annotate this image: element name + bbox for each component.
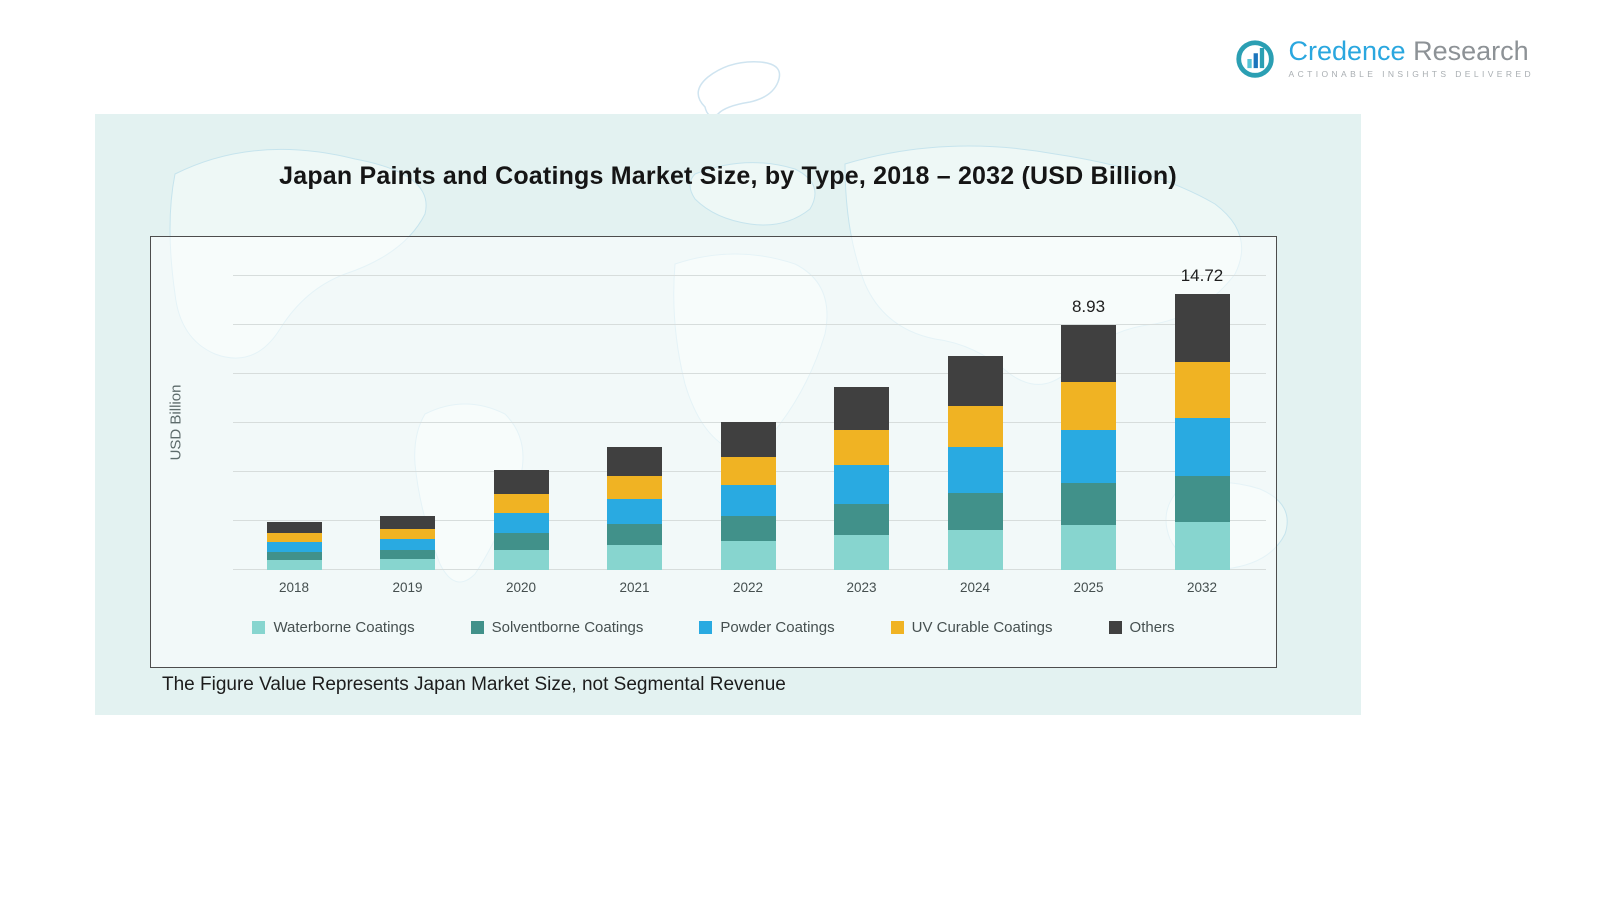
bar-segment-waterborne-coatings xyxy=(380,558,435,570)
bar-segment-powder-coatings xyxy=(720,485,776,516)
bar-segment-uv-curable-coatings xyxy=(1174,362,1230,419)
bar-segment-powder-coatings xyxy=(493,512,549,533)
bar-segment-solventborne-coatings xyxy=(266,552,322,561)
bar-2018 xyxy=(266,522,322,570)
bar-segment-waterborne-coatings xyxy=(1061,524,1116,570)
bar-segment-others xyxy=(607,447,662,477)
bar-segment-uv-curable-coatings xyxy=(947,405,1003,447)
bar-segment-others xyxy=(834,387,889,430)
chart-footnote: The Figure Value Represents Japan Market… xyxy=(162,674,786,695)
legend-item-waterborne-coatings: Waterborne Coatings xyxy=(252,619,415,636)
bar-2032 xyxy=(1174,294,1230,570)
bar-segment-solventborne-coatings xyxy=(1174,476,1230,522)
legend-label: Powder Coatings xyxy=(720,619,835,636)
x-tick-2022: 2022 xyxy=(732,580,764,595)
bar-2023 xyxy=(834,387,889,570)
bar-segment-waterborne-coatings xyxy=(947,529,1003,570)
credence-research-logo: Credence Research Actionable Insights De… xyxy=(1233,36,1535,87)
gridline xyxy=(233,373,1266,374)
x-tick-2021: 2021 xyxy=(619,580,650,595)
bar-segment-solventborne-coatings xyxy=(834,503,889,535)
x-tick-2024: 2024 xyxy=(959,580,991,595)
bar-segment-uv-curable-coatings xyxy=(607,476,662,500)
bar-segment-uv-curable-coatings xyxy=(266,533,322,543)
bar-segment-waterborne-coatings xyxy=(834,534,889,570)
x-tick-2023: 2023 xyxy=(846,580,877,595)
legend-swatch xyxy=(470,621,484,634)
bar-segment-waterborne-coatings xyxy=(720,540,776,570)
bar-segment-solventborne-coatings xyxy=(720,516,776,541)
legend-swatch xyxy=(699,621,713,634)
x-tick-2020: 2020 xyxy=(505,580,537,595)
bar-segment-powder-coatings xyxy=(1061,430,1116,483)
bar-segment-uv-curable-coatings xyxy=(380,528,435,539)
legend-swatch xyxy=(890,621,904,634)
brand-tagline: Actionable Insights Delivered xyxy=(1288,69,1534,79)
bar-segment-others xyxy=(720,422,776,458)
bar-value-label: 14.72 xyxy=(1180,266,1224,285)
bar-segment-waterborne-coatings xyxy=(266,560,322,570)
x-tick-2025: 2025 xyxy=(1073,580,1104,595)
x-tick-2032: 2032 xyxy=(1186,580,1218,595)
legend-item-powder-coatings: Powder Coatings xyxy=(699,619,835,636)
bar-segment-solventborne-coatings xyxy=(493,532,549,550)
bar-segment-powder-coatings xyxy=(947,446,1003,493)
chart-title: Japan Paints and Coatings Market Size, b… xyxy=(279,162,1177,190)
bar-2025 xyxy=(1061,325,1116,570)
bar-chart-circle-icon xyxy=(1233,36,1279,87)
bar-segment-waterborne-coatings xyxy=(607,545,662,570)
bar-segment-waterborne-coatings xyxy=(493,549,549,570)
bar-segment-powder-coatings xyxy=(266,542,322,553)
bar-2020 xyxy=(493,470,549,570)
bar-segment-uv-curable-coatings xyxy=(493,493,549,513)
bar-segment-powder-coatings xyxy=(1174,418,1230,477)
x-tick-2019: 2019 xyxy=(392,580,423,595)
bar-segment-solventborne-coatings xyxy=(380,549,435,559)
bar-2019 xyxy=(380,516,435,570)
brand-name: Credence Research xyxy=(1288,36,1529,66)
bar-segment-uv-curable-coatings xyxy=(834,430,889,466)
legend-label: Waterborne Coatings xyxy=(273,619,415,636)
bar-segment-others xyxy=(380,516,435,529)
bar-segment-powder-coatings xyxy=(834,465,889,504)
legend-label: Others xyxy=(1129,619,1175,636)
bar-segment-powder-coatings xyxy=(380,538,435,550)
bar-segment-powder-coatings xyxy=(607,499,662,524)
bar-2021 xyxy=(607,447,662,570)
bar-segment-others xyxy=(266,522,322,534)
bar-segment-solventborne-coatings xyxy=(947,492,1003,530)
bar-segment-others xyxy=(493,470,549,494)
legend-item-solventborne-coatings: Solventborne Coatings xyxy=(470,619,644,636)
gridline xyxy=(233,324,1266,325)
bar-segment-others xyxy=(1061,325,1116,383)
y-axis-label: USD Billion xyxy=(167,384,185,461)
x-tick-2018: 2018 xyxy=(278,580,310,595)
plot-area: USD Billion Waterborne Coatings Solventbo… xyxy=(150,236,1277,668)
bar-2022 xyxy=(720,422,776,570)
legend-swatch xyxy=(1108,621,1122,634)
legend-item-uv-curable-coatings: UV Curable Coatings xyxy=(890,619,1053,636)
chart-legend: Waterborne Coatings Solventborne Coatings… xyxy=(151,619,1276,636)
legend-label: Solventborne Coatings xyxy=(491,619,644,636)
bar-segment-solventborne-coatings xyxy=(1061,483,1116,525)
bar-segment-waterborne-coatings xyxy=(1174,522,1230,570)
bar-2024 xyxy=(947,356,1003,570)
legend-label: UV Curable Coatings xyxy=(911,619,1053,636)
bar-value-label: 8.93 xyxy=(1071,297,1106,316)
legend-item-others: Others xyxy=(1108,619,1175,636)
bar-segment-uv-curable-coatings xyxy=(1061,382,1116,431)
chart-panel: Japan Paints and Coatings Market Size, b… xyxy=(95,114,1361,715)
gridline xyxy=(233,275,1266,276)
bar-segment-uv-curable-coatings xyxy=(720,457,776,486)
bar-segment-others xyxy=(1174,294,1230,363)
legend-swatch xyxy=(252,621,266,634)
bar-segment-solventborne-coatings xyxy=(607,523,662,546)
bar-segment-others xyxy=(947,356,1003,406)
